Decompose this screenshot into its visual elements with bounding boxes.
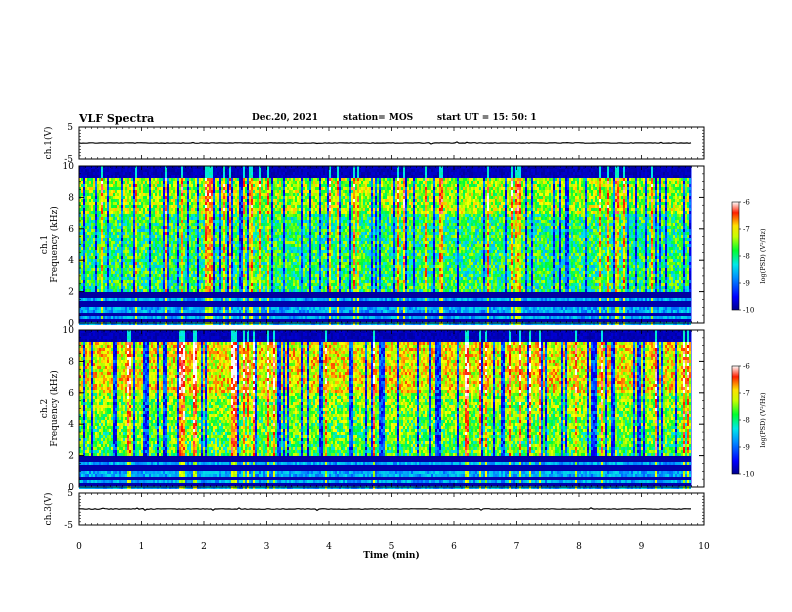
ch2-spectrogram-ytick-3: 6 — [68, 389, 74, 399]
x-tick-label-4: 4 — [326, 542, 332, 552]
ch2-spectrogram-ytick-1: 2 — [68, 452, 74, 462]
ch2-spectrogram-colorbar: -6 -7 -8 -9 -10 log(PSD) (V²/Hz) — [732, 363, 767, 479]
ch3-waveform-trace — [79, 508, 691, 511]
ch2-spectrogram-colorbar-tick-1: -7 — [743, 390, 750, 398]
ch1-spectrogram-ylabel-frequency: Frequency (kHz) — [49, 206, 60, 283]
ch1-spectrogram-colorbar-tick-2: -8 — [743, 253, 750, 261]
ch2-spectrogram-colorbar-tick-3: -9 — [743, 444, 750, 452]
ch1-spectrogram-colorbar: -6 -7 -8 -9 -10 log(PSD) (V²/Hz) — [732, 199, 767, 315]
ch3-waveform-ytick-1: -5 — [64, 521, 73, 531]
ch2-spectrogram-ylabel-frequency: Frequency (kHz) — [49, 370, 60, 447]
ch2-spectrogram-colorbar-scale — [732, 366, 739, 474]
x-tick-label-0: 0 — [76, 542, 82, 552]
ch1-spectrogram-colorbar-scale — [732, 202, 739, 310]
ch1-spectrogram-ytick-2: 4 — [68, 256, 74, 266]
ch1-spectrogram-ytick-4: 8 — [68, 193, 74, 203]
x-tick-label-2: 2 — [201, 542, 207, 552]
ch3-waveform-ytick-0: 5 — [67, 489, 73, 499]
ch2-spectrogram-ytick-4: 8 — [68, 357, 74, 367]
x-tick-label-6: 6 — [451, 542, 457, 552]
ch1-spectrogram-image — [79, 166, 692, 325]
ch1-waveform: 5-5ch.1(V) — [43, 123, 704, 165]
ch2-spectrogram-image — [79, 330, 692, 489]
ch2-spectrogram-colorbar-tick-2: -8 — [743, 417, 750, 425]
ch1-waveform-trace — [79, 142, 691, 144]
x-tick-label-10: 10 — [698, 542, 710, 552]
ch1-spectrogram-colorbar-tick-0: -6 — [743, 199, 750, 207]
x-tick-label-3: 3 — [264, 542, 270, 552]
ch2-spectrogram-ytick-5: 10 — [63, 326, 75, 336]
ch1-spectrogram-colorbar-tick-4: -10 — [743, 307, 754, 315]
ch2-spectrogram-ylabel-channel: ch.2 — [40, 399, 50, 418]
ch1-spectrogram-colorbar-tick-3: -9 — [743, 280, 750, 288]
x-tick-label-9: 9 — [639, 542, 645, 552]
ch2-spectrogram-colorbar-tick-0: -6 — [743, 363, 750, 371]
ch1-spectrogram-ylabel-channel: ch.1 — [40, 235, 50, 254]
ch2-spectrogram-ytick-2: 4 — [68, 420, 74, 430]
ch1-spectrogram-colorbar-label: log(PSD) (V²/Hz) — [759, 228, 767, 283]
ch1-spectrogram-ytick-3: 6 — [68, 225, 74, 235]
ch3-waveform-ylabel: ch.3(V) — [43, 493, 54, 526]
ch1-spectrogram-ytick-1: 2 — [68, 288, 74, 298]
x-tick-label-7: 7 — [514, 542, 520, 552]
x-axis-label: Time (min) — [363, 550, 420, 561]
ch2-spectrogram-colorbar-tick-4: -10 — [743, 471, 754, 479]
x-tick-label-8: 8 — [576, 542, 582, 552]
ch3-waveform: 5 -5 ch.3(V) — [43, 489, 704, 531]
x-tick-label-1: 1 — [139, 542, 145, 552]
ch1-spectrogram-ytick-5: 10 — [63, 162, 75, 172]
ch1-waveform-ylabel: ch.1(V) — [43, 127, 54, 160]
ch1-waveform-ytick-0: 5 — [67, 123, 73, 133]
ch1-spectrogram-colorbar-tick-1: -7 — [743, 226, 750, 234]
ch2-spectrogram-colorbar-label: log(PSD) (V²/Hz) — [759, 392, 767, 447]
